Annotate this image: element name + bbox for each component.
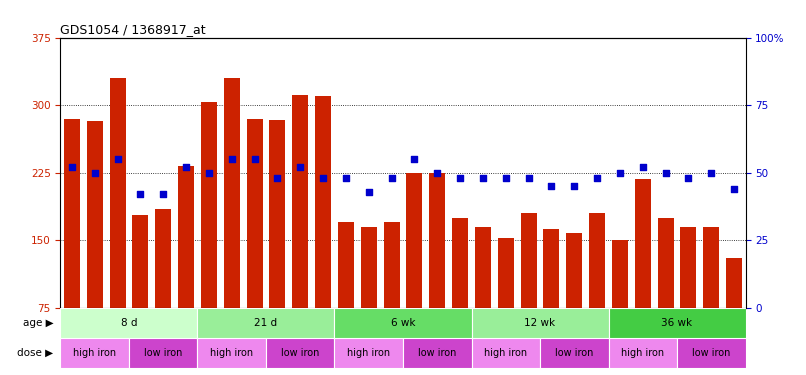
Text: high iron: high iron <box>73 348 116 358</box>
Bar <box>156 209 171 308</box>
Bar <box>60 308 197 338</box>
Bar <box>361 227 376 308</box>
Point <box>613 170 626 176</box>
Bar <box>269 120 285 308</box>
Point <box>339 175 352 181</box>
Bar <box>338 222 354 308</box>
Point <box>637 164 650 170</box>
Text: 36 wk: 36 wk <box>662 318 692 328</box>
Bar <box>197 338 266 368</box>
Point <box>202 170 215 176</box>
Text: low iron: low iron <box>692 348 730 358</box>
Bar <box>197 308 334 338</box>
Bar <box>406 173 422 308</box>
Point <box>522 175 535 181</box>
Bar <box>498 238 513 308</box>
Bar <box>589 213 605 308</box>
Point <box>408 156 421 162</box>
Bar <box>540 338 609 368</box>
Bar <box>293 95 308 308</box>
Point <box>728 186 741 192</box>
Bar <box>64 118 80 308</box>
Point <box>454 175 467 181</box>
Bar <box>658 218 674 308</box>
Bar <box>430 173 445 308</box>
Point <box>430 170 443 176</box>
Bar <box>201 102 217 308</box>
Bar <box>472 338 540 368</box>
Bar <box>178 166 194 308</box>
Bar <box>315 96 331 308</box>
Bar <box>704 227 719 308</box>
Text: high iron: high iron <box>484 348 527 358</box>
Bar <box>403 338 472 368</box>
Bar <box>224 78 239 308</box>
Text: 21 d: 21 d <box>255 318 277 328</box>
Text: high iron: high iron <box>621 348 664 358</box>
Bar <box>612 240 628 308</box>
Bar <box>475 227 491 308</box>
Text: low iron: low iron <box>418 348 456 358</box>
Point <box>363 189 376 195</box>
Point <box>591 175 604 181</box>
Bar <box>110 78 126 308</box>
Point <box>134 191 147 197</box>
Point <box>385 175 398 181</box>
Text: 6 wk: 6 wk <box>391 318 415 328</box>
Bar <box>266 338 334 368</box>
Point <box>567 183 580 189</box>
Point <box>111 156 124 162</box>
Point <box>476 175 489 181</box>
Bar <box>543 229 559 308</box>
Point <box>156 191 169 197</box>
Point <box>293 164 306 170</box>
Bar <box>635 179 650 308</box>
Point <box>248 156 261 162</box>
Point <box>545 183 558 189</box>
Point <box>225 156 239 162</box>
Bar <box>384 222 400 308</box>
Text: high iron: high iron <box>210 348 253 358</box>
Point <box>704 170 717 176</box>
Point <box>659 170 672 176</box>
Point <box>499 175 513 181</box>
Bar <box>521 213 537 308</box>
Bar <box>247 118 263 308</box>
Text: GDS1054 / 1368917_at: GDS1054 / 1368917_at <box>60 23 206 36</box>
Text: low iron: low iron <box>144 348 182 358</box>
Text: 8 d: 8 d <box>121 318 137 328</box>
Bar <box>472 308 609 338</box>
Text: low iron: low iron <box>555 348 593 358</box>
Bar <box>87 122 102 308</box>
Bar <box>334 338 403 368</box>
Point <box>317 175 330 181</box>
Bar <box>677 338 746 368</box>
Text: 12 wk: 12 wk <box>525 318 555 328</box>
Bar <box>680 227 696 308</box>
Bar <box>60 338 129 368</box>
Point <box>271 175 284 181</box>
Point <box>180 164 193 170</box>
Bar <box>132 215 148 308</box>
Text: age ▶: age ▶ <box>23 318 53 328</box>
Bar <box>567 233 582 308</box>
Bar <box>609 338 677 368</box>
Bar <box>726 258 742 308</box>
Point <box>65 164 78 170</box>
Bar <box>334 308 472 338</box>
Bar <box>129 338 197 368</box>
Bar <box>452 218 468 308</box>
Bar <box>609 308 746 338</box>
Text: dose ▶: dose ▶ <box>18 348 53 358</box>
Point <box>682 175 695 181</box>
Text: high iron: high iron <box>347 348 390 358</box>
Point <box>88 170 101 176</box>
Text: low iron: low iron <box>281 348 319 358</box>
